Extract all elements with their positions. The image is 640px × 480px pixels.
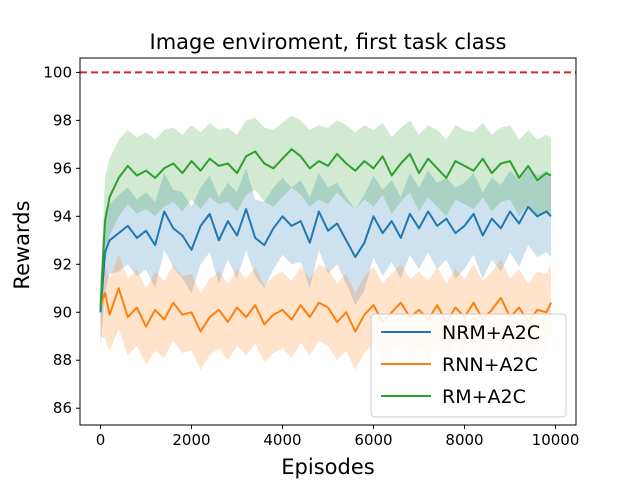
y-tick-label: 92 [53,255,72,273]
series-line-1 [99,205,552,313]
axes-frame [79,57,577,426]
x-tick-label: 2000 [172,431,210,449]
legend-label-2: RNN+A2C [442,354,538,376]
confidence-band-1 [100,168,551,349]
series-line-3 [99,148,552,308]
x-tick-label: 0 [96,431,106,449]
y-tick-label: 98 [53,111,72,129]
legend-label-1: NRM+A2C [442,322,540,344]
y-tick-label: 94 [53,207,72,225]
y-tick-label: 88 [53,351,72,369]
x-tick-label: 6000 [354,431,392,449]
y-tick-label: 90 [53,303,72,321]
chart-title: Image enviroment, first task class [150,30,507,54]
x-tick-label: 8000 [445,431,483,449]
legend: NRM+A2C RNN+A2C RM+A2C [370,313,567,418]
y-tick-label: 100 [43,63,72,81]
x-tick-label: 10000 [532,431,580,449]
y-tick-label: 86 [53,399,72,417]
x-axis-title: Episodes [281,455,374,479]
confidence-band-3 [100,115,551,325]
x-tick-label: 4000 [263,431,301,449]
legend-box [370,313,567,418]
legend-label-3: RM+A2C [442,386,526,408]
series-line-2 [99,287,552,333]
y-axis-title: Rewards [10,200,34,289]
y-tick-label: 96 [53,159,72,177]
